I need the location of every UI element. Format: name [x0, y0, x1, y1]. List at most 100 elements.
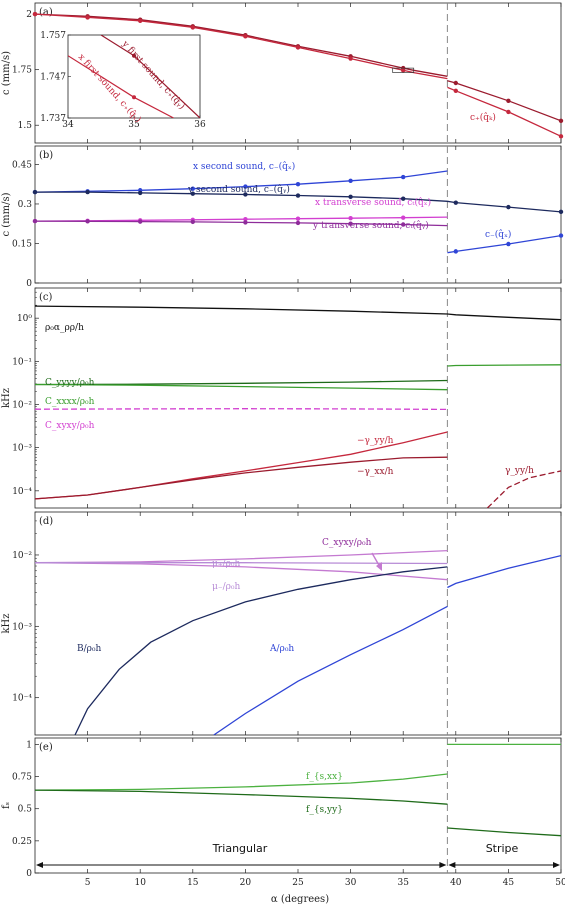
arrow-head — [553, 862, 560, 868]
series-line — [447, 827, 561, 837]
y-tick-label: 10⁻³ — [12, 622, 32, 632]
data-point — [190, 219, 195, 225]
x-tick-label: 5 — [85, 878, 91, 888]
regime-arrows — [36, 862, 560, 868]
series-line — [35, 773, 448, 791]
data-point — [348, 215, 353, 221]
data-point — [506, 241, 511, 247]
label-c-xyxy-d: C_xyxy/ρ₀h — [322, 538, 372, 548]
label-c-minus-x: c₋(q̂ₓ) — [485, 229, 511, 240]
series-line — [35, 789, 448, 805]
y-axis-title: c (mm/s) — [1, 192, 12, 236]
panel-frame — [34, 737, 562, 874]
data-point — [32, 189, 38, 195]
data-point — [558, 134, 564, 139]
y-tick-label: 1 — [26, 740, 32, 750]
data-point — [295, 182, 301, 187]
y-axis-title: c (mm/s) — [1, 51, 12, 95]
y-tick-label: 10⁻³ — [12, 444, 32, 454]
series-line — [35, 456, 448, 500]
panel-frame — [34, 145, 562, 284]
label-x-second-sound: x second sound, c₋(q̂ₓ) — [193, 161, 295, 172]
data-point — [295, 220, 301, 226]
inset: 34 35 36 1.737 1.747 1.757 — [40, 31, 206, 130]
label-b: B/ρ₀h — [77, 644, 102, 654]
label-gamma-yy: γ_yy/h — [505, 466, 534, 476]
inset-y-tick-label: 1.747 — [40, 73, 66, 83]
data-point — [453, 80, 458, 86]
series-line — [447, 234, 561, 254]
y-tick-label: 10⁰ — [17, 314, 32, 324]
y-tick-label: 1.75 — [12, 66, 32, 76]
panel-frame — [34, 511, 562, 736]
data-point — [453, 88, 458, 93]
data-point — [558, 209, 564, 215]
data-point — [243, 34, 248, 39]
data-point — [401, 215, 406, 220]
data-point — [453, 249, 458, 254]
data-point — [401, 68, 406, 73]
data-point — [348, 194, 353, 200]
data-point — [138, 219, 143, 224]
series-line — [447, 554, 561, 589]
x-tick-label: 35 — [397, 878, 409, 888]
panel-c: 10⁻⁴ 10⁻³ 10⁻² 10⁻¹ 10⁰ kHz (c) — [1, 287, 562, 509]
data-point — [190, 186, 195, 191]
data-point — [85, 189, 90, 195]
x-tick-label: 50 — [555, 878, 565, 888]
data-point — [32, 11, 38, 17]
y-tick-label: 0.75 — [12, 773, 32, 783]
y-tick-label: 0.25 — [12, 837, 32, 847]
data-point — [348, 221, 353, 226]
data-point — [295, 216, 301, 221]
data-point — [243, 192, 248, 197]
x-axis-title: α (degrees) — [271, 894, 329, 905]
series-line — [447, 80, 561, 122]
series-line — [447, 86, 561, 137]
inset-data-point — [132, 95, 136, 100]
series-line — [35, 305, 561, 321]
y-tick-label: 0.15 — [12, 239, 32, 249]
y-tick-label: 10⁻² — [12, 551, 32, 561]
panel-d: 10⁻⁴ 10⁻³ 10⁻² kHz (d) — [1, 511, 562, 736]
inset-x-tick-label: 34 — [62, 120, 74, 130]
y-tick-label: 10⁻⁴ — [12, 487, 32, 497]
data-point — [558, 233, 564, 238]
arrow-c-xyxy-head — [376, 562, 382, 571]
series-line — [35, 562, 448, 581]
panel-e: 0 0.25 0.5 0.75 1 fₛ (e) 5 10 15 20 25 30 35 40 45 50 — [1, 737, 565, 888]
series-line — [74, 566, 448, 735]
series-line — [35, 191, 561, 213]
x-tick-label: 30 — [345, 878, 357, 888]
series-line — [35, 383, 448, 391]
label-mu-minus: μ₋/ρ₀h — [212, 582, 241, 592]
data-point — [506, 98, 511, 103]
data-point — [348, 56, 353, 61]
inset-data-point — [132, 53, 136, 58]
series-line — [35, 408, 448, 411]
label-stripe: Stripe — [486, 842, 519, 855]
arrow-head — [439, 862, 447, 868]
inset-y-tick-label: 1.757 — [40, 31, 66, 41]
data-point — [453, 200, 458, 205]
label-mu-plus: μ₊/ρ₀h — [212, 559, 241, 569]
label-c-xyxy-c: C_xyxy/ρ₀h — [45, 421, 95, 431]
panel-label: (a) — [39, 7, 53, 18]
data-point — [138, 18, 143, 23]
annotation-c-plus: c₊(q̂ₖ) — [470, 112, 496, 123]
data-point — [243, 220, 248, 225]
data-point — [190, 25, 195, 30]
y-tick-label: 0 — [26, 869, 32, 879]
zoom-box — [392, 67, 415, 73]
data-point — [295, 45, 301, 50]
y-tick-label: 2 — [26, 10, 32, 20]
data-point — [506, 109, 511, 115]
arrow-head — [448, 862, 456, 868]
x-tick-label: 20 — [240, 878, 252, 888]
y-tick-label: 10⁻¹ — [12, 357, 32, 367]
data-point — [138, 190, 143, 196]
x-tick-label: 40 — [450, 878, 462, 888]
label-rho-alpha: ρ₀α_ρρ/h — [45, 323, 84, 333]
x-tick-label: 45 — [503, 878, 515, 888]
